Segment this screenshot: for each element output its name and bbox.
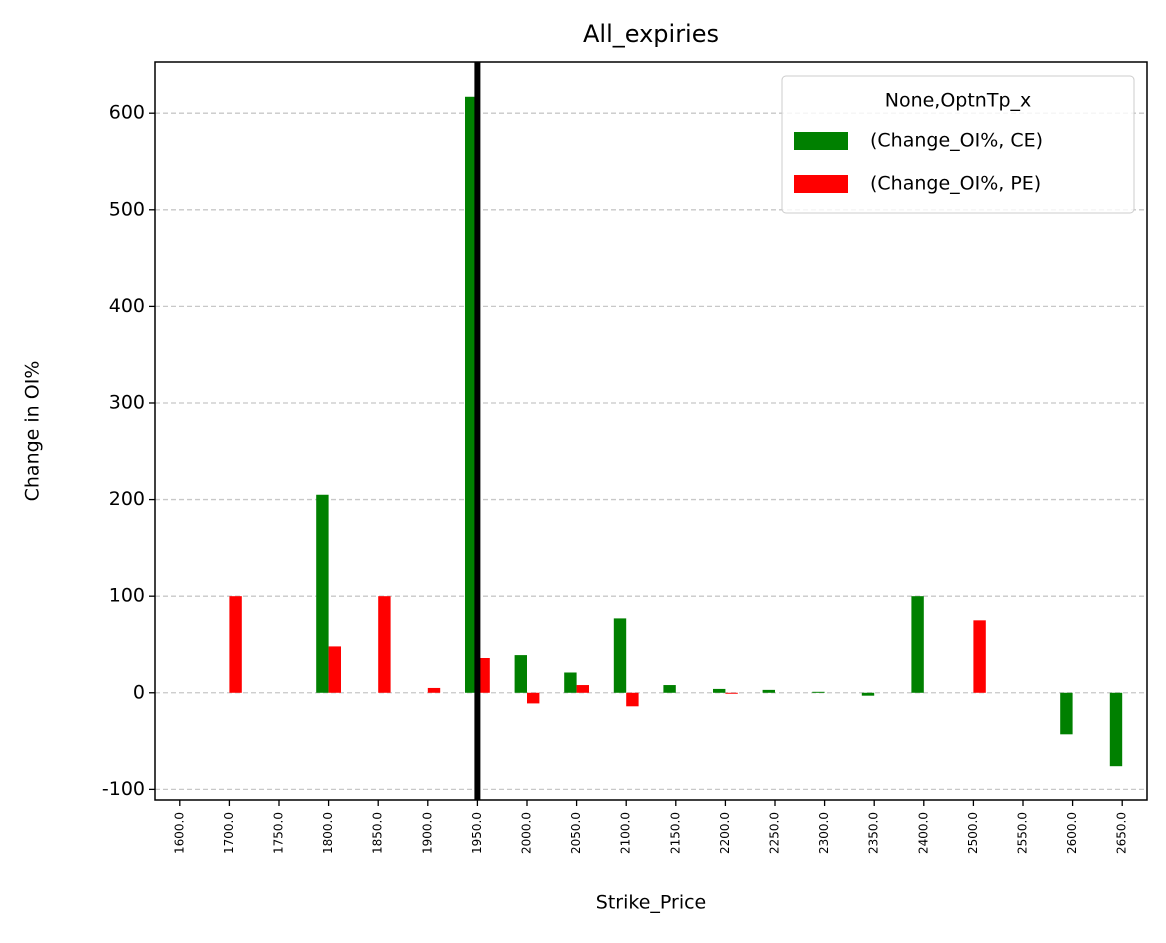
x-tick-label: 2250.0 bbox=[768, 812, 782, 854]
y-tick-label: 300 bbox=[109, 391, 145, 413]
legend-swatch bbox=[794, 175, 848, 193]
bar bbox=[427, 687, 441, 693]
bar bbox=[663, 685, 676, 693]
x-axis-label: Strike_Price bbox=[596, 892, 706, 914]
chart-title: All_expiries bbox=[583, 20, 719, 48]
y-axis-label: Change in OI% bbox=[22, 361, 44, 502]
bar bbox=[725, 692, 738, 694]
bar bbox=[576, 685, 589, 693]
bar bbox=[465, 96, 478, 693]
bar bbox=[514, 655, 527, 693]
bar bbox=[477, 658, 490, 693]
bar bbox=[564, 672, 577, 693]
bar bbox=[812, 691, 825, 693]
bar bbox=[1060, 692, 1073, 735]
x-tick-label: 1850.0 bbox=[371, 812, 385, 854]
bar bbox=[762, 689, 775, 693]
legend-box bbox=[781, 75, 1135, 214]
x-tick-label: 2150.0 bbox=[668, 812, 682, 854]
y-tick-label: 200 bbox=[109, 488, 145, 510]
bar bbox=[229, 596, 242, 693]
y-tick-label: 400 bbox=[109, 295, 145, 317]
x-tick-label: 2600.0 bbox=[1065, 812, 1079, 854]
y-tick-label: 0 bbox=[133, 681, 145, 703]
bar bbox=[378, 596, 391, 693]
bar bbox=[316, 494, 329, 693]
bar bbox=[626, 692, 639, 707]
y-tick-label: -100 bbox=[102, 778, 145, 800]
legend-swatch bbox=[794, 132, 848, 150]
y-tick-label: 600 bbox=[109, 102, 145, 124]
y-tick-label: 100 bbox=[109, 585, 145, 607]
x-tick-label: 1600.0 bbox=[172, 812, 186, 854]
x-tick-label: 2200.0 bbox=[718, 812, 732, 854]
x-tick-label: 1750.0 bbox=[272, 812, 286, 854]
legend-label: (Change_OI%, PE) bbox=[870, 173, 1041, 195]
bar bbox=[861, 692, 875, 696]
y-tick-label: 500 bbox=[109, 198, 145, 220]
bar bbox=[613, 618, 627, 693]
x-tick-label: 2100.0 bbox=[619, 812, 633, 854]
x-tick-label: 2500.0 bbox=[966, 812, 980, 854]
x-tick-label: 2000.0 bbox=[520, 812, 534, 854]
x-tick-label: 2300.0 bbox=[817, 812, 831, 854]
legend-title: None,OptnTp_x bbox=[885, 90, 1032, 112]
plot-frame bbox=[154, 61, 1148, 801]
x-tick-label: 1900.0 bbox=[420, 812, 434, 854]
x-tick-label: 2350.0 bbox=[867, 812, 881, 854]
bar bbox=[713, 688, 726, 693]
bar bbox=[527, 692, 540, 704]
x-tick-label: 2400.0 bbox=[916, 812, 930, 854]
bar bbox=[1109, 692, 1123, 767]
x-tick-label: 2050.0 bbox=[569, 812, 583, 854]
x-tick-label: 1800.0 bbox=[321, 812, 335, 854]
bar bbox=[973, 620, 986, 693]
legend: None,OptnTp_x (Change_OI%, CE) (Change_OI%… bbox=[781, 75, 1135, 214]
bar bbox=[911, 596, 924, 693]
bar bbox=[328, 646, 341, 693]
x-tick-label: 1950.0 bbox=[470, 812, 484, 854]
x-tick-label: 1700.0 bbox=[222, 812, 236, 854]
x-tick-label: 2650.0 bbox=[1115, 812, 1129, 854]
legend-label: (Change_OI%, CE) bbox=[870, 130, 1043, 152]
x-tick-label: 2550.0 bbox=[1016, 812, 1030, 854]
